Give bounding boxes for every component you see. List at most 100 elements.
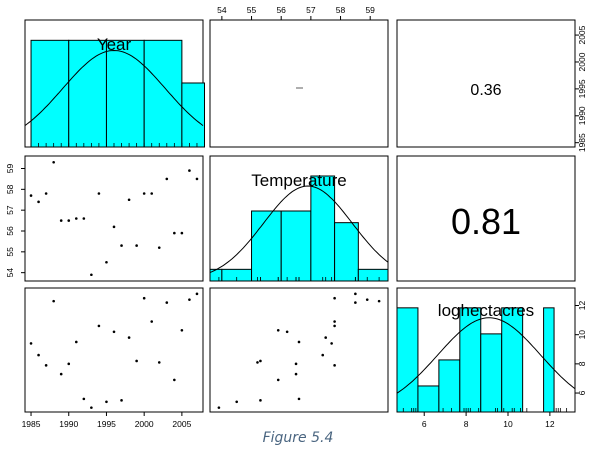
scatter-point [276,378,280,382]
scatter-point [142,192,146,195]
scatter-point [90,273,93,277]
scatter-point [297,397,301,401]
tick-label: 2005 [172,419,191,429]
histogram-bar [251,210,282,282]
y-axis-temperature: 54 55 56 57 58 59 [5,164,25,277]
tick-label: 59 [365,5,375,15]
scatter-point [82,217,86,220]
scatter-point [59,219,63,222]
scatter-point [112,225,116,229]
scatter-point [127,336,131,339]
scatter-point [354,292,357,296]
histogram-bar [143,39,183,148]
tick-label: 2000 [577,52,587,71]
tick-label: 8 [577,361,587,366]
tick-label: 10 [577,330,587,340]
histogram-bar [334,222,359,282]
histogram-temperature: Temperature [209,171,389,282]
scatter-point [135,244,138,247]
tick-label: 56 [276,5,286,15]
scatter-point [165,301,169,304]
scatter-point [142,296,146,300]
histogram-loghectacres: loghectacres [396,301,576,413]
scatter-point [120,399,123,402]
histogram-bar [310,175,336,282]
scatter-point [365,298,369,301]
scatter-point [256,361,259,364]
tick-label: 2005 [577,25,587,44]
tick-label: 58 [336,5,346,15]
histogram-bar [417,385,440,413]
tick-label: 55 [5,247,15,257]
scatter-point [333,296,336,300]
scatter-point [97,324,101,328]
tick-label: 6 [577,390,587,395]
scatter-point [333,320,336,323]
scatter-point [112,330,116,334]
scatter-point [52,160,55,164]
scatter-point [44,192,48,195]
tick-label: 1990 [59,419,78,429]
variable-label-temperature: Temperature [251,171,346,190]
scatter-point [173,231,176,235]
scatter-point [259,359,262,363]
tick-label: 1985 [22,419,41,429]
scatter-point [105,400,108,404]
scatter-point [195,292,199,296]
scatter-point [44,364,48,367]
scatter-point [74,217,78,220]
scatter-point [235,400,238,404]
tick-label: 1985 [577,133,587,152]
histogram-bar [105,39,145,148]
scatter-point [285,330,289,334]
scatter-point [150,192,154,195]
histogram-year: Year [24,35,206,148]
histogram-bar [280,210,312,282]
scatter-point [29,342,33,345]
panel-frame-0-2 [396,19,576,148]
histogram-bar [396,307,419,413]
scatter-point [67,362,71,366]
correlation-year-temperature: 0.36 [470,82,501,99]
scatter-point [90,406,93,409]
scatter-point [354,301,357,304]
tick-label: 1995 [97,419,116,429]
x-axis-temperature: 54 55 56 57 58 59 [217,5,375,20]
histogram-bar [501,307,524,413]
scatter-point [29,194,33,197]
tick-label: 12 [545,419,555,429]
tick-label: 57 [306,5,316,15]
tick-label: 58 [5,184,15,194]
scatter-point [135,359,138,363]
histogram-bar [209,268,223,282]
scatter-point [276,329,280,332]
tick-label: 12 [577,301,587,311]
scatter-point [195,177,199,181]
scatter-point [82,397,86,401]
y-axis-loghectacres: 6 8 10 12 [575,301,587,395]
tick-label: 1995 [577,79,587,98]
tick-label: 56 [5,226,15,236]
histogram-bar [438,359,461,413]
histogram-bar [68,39,107,148]
y-axis-year: 1985 1990 1995 2000 2005 [575,25,587,152]
histogram-bar [181,82,206,148]
scatter-point [150,320,154,323]
x-axis-year: 1985 1990 1995 2000 2005 [22,412,192,429]
scatter-point [173,378,176,382]
tick-label: 54 [217,5,227,15]
normal-curve [396,317,576,394]
scatter-point [165,177,169,181]
panel-frame-2-1 [209,287,389,413]
tick-label: 55 [247,5,257,15]
scatter-point [157,361,161,364]
tick-label: 6 [422,419,427,429]
scatter-point [180,329,184,332]
panel-frame-2-0 [24,287,204,413]
x-axis-loghectacres: 6 8 10 12 [422,412,555,429]
tick-label: 57 [5,205,15,215]
scatter-point [67,219,71,222]
scatter-point [59,372,63,376]
scatter-point [37,200,40,204]
scatter-point [188,169,191,172]
